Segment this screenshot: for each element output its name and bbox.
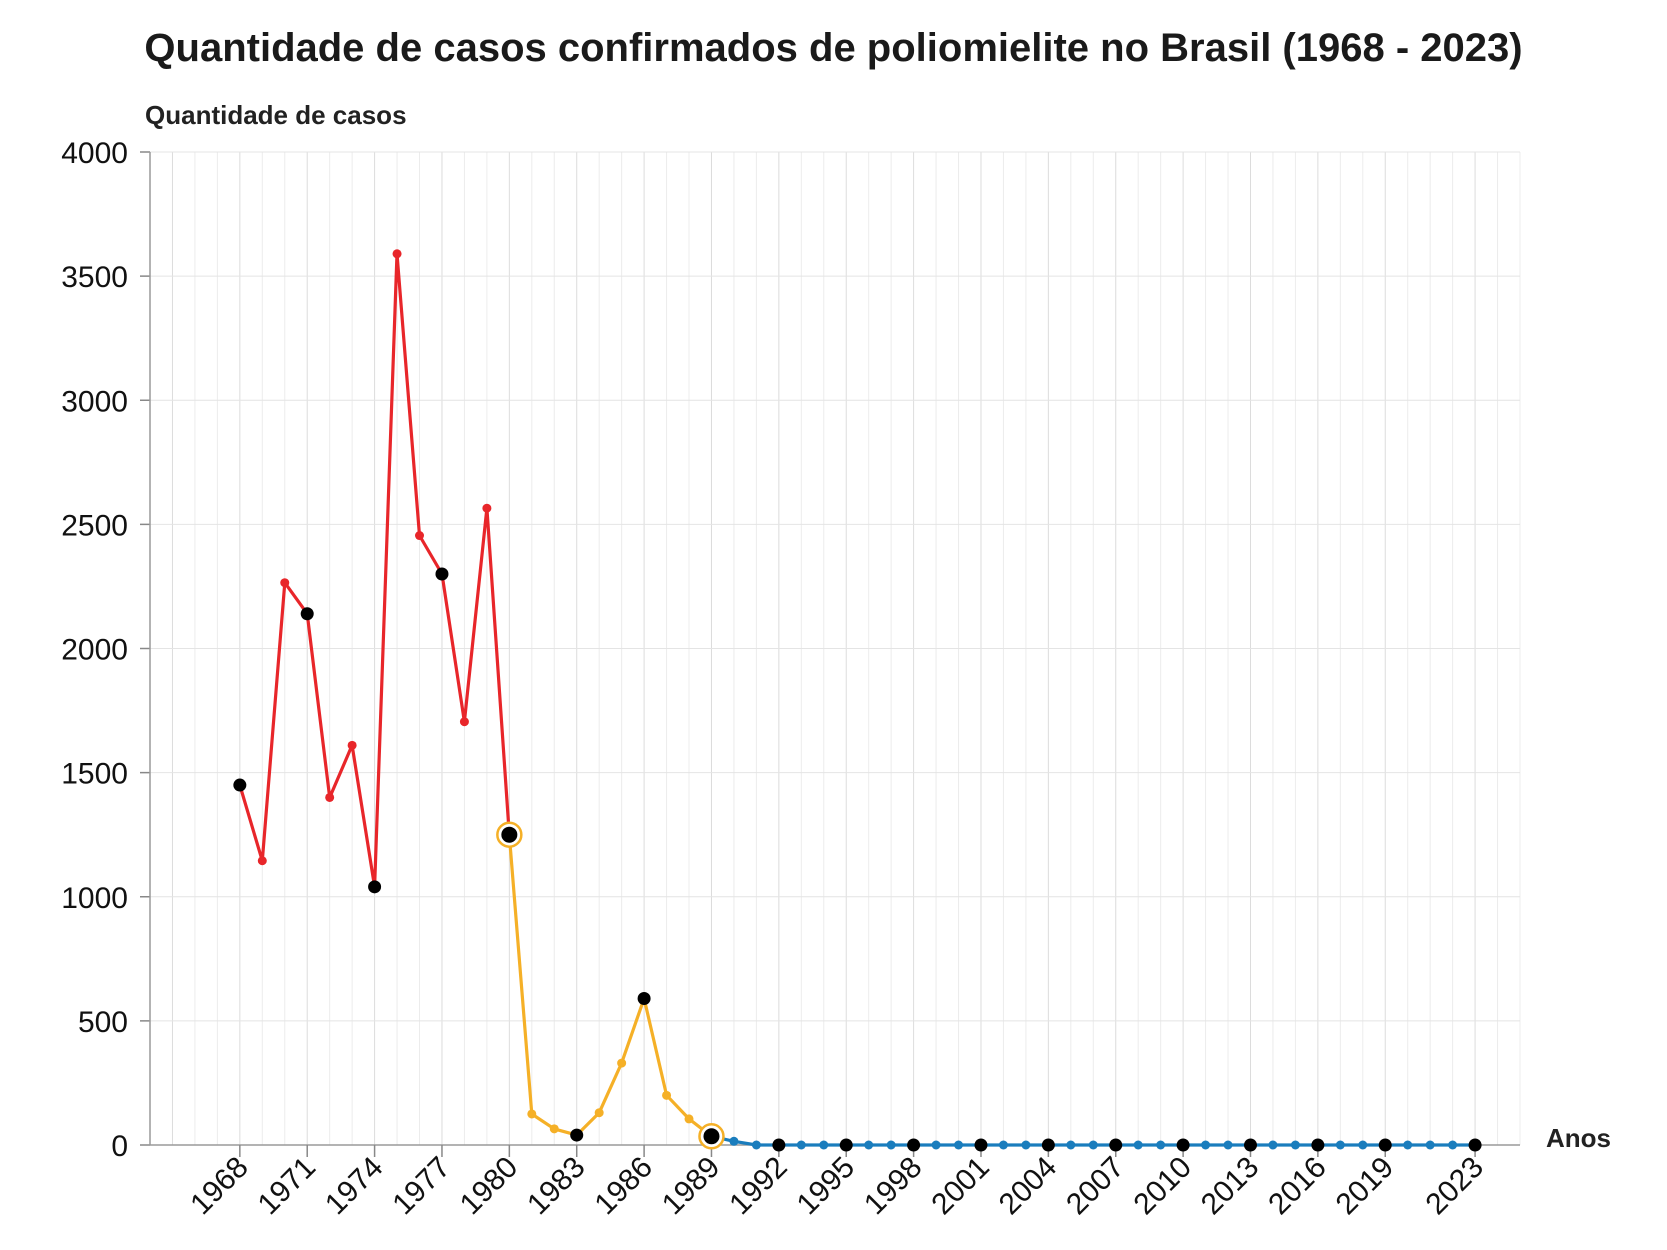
highlight-point [703,1128,720,1145]
highlight-point [435,567,449,581]
data-point [1358,1140,1368,1150]
y-tick-label: 0 [111,1130,128,1163]
x-tick-label: 2004 [993,1151,1064,1222]
data-point [998,1140,1008,1150]
y-tick-label: 500 [78,1006,128,1039]
highlight-point [368,880,382,894]
x-tick-label: 1971 [252,1151,323,1222]
highlight-point [1041,1138,1055,1152]
data-point [1223,1140,1233,1150]
axes: 0 500 1000 1500 2000 2500 3000 3500 4000 19681971… [61,137,1520,1221]
highlight-point [974,1138,988,1152]
highlight-point [1468,1138,1482,1152]
y-tick-label: 2000 [61,634,128,667]
y-tick-label: 3000 [61,385,128,418]
highlight-point [1243,1138,1257,1152]
highlight-point [839,1138,853,1152]
data-point [1021,1140,1031,1150]
highlight-point [300,607,314,621]
data-point [257,856,267,866]
highlight-point [1176,1138,1190,1152]
x-tick-label: 2019 [1330,1151,1401,1222]
data-point [549,1124,559,1134]
data-point [751,1140,761,1150]
x-tick-label: 2016 [1262,1151,1333,1222]
highlight-point [233,778,247,792]
data-point [1335,1140,1345,1150]
data-point [527,1109,537,1119]
data-point [729,1136,739,1146]
data-point [415,531,425,541]
x-tick-label: 1977 [386,1151,457,1222]
chart-title: Quantidade de casos confirmados de polio… [144,26,1523,70]
data-point [954,1140,964,1150]
data-point [1268,1140,1278,1150]
data-point [1156,1140,1166,1150]
highlight-point [772,1138,786,1152]
x-tick-label: 2013 [1195,1151,1266,1222]
data-point [459,717,469,727]
data-point [886,1140,896,1150]
data-point [1133,1140,1143,1150]
series-lines [238,252,1476,1147]
x-tick-label: 1998 [858,1151,929,1222]
y-tick-label: 1500 [61,758,128,791]
data-point [325,792,335,802]
highlight-point [1109,1138,1123,1152]
x-tick-label: 1983 [521,1151,592,1222]
grid [149,151,1521,1146]
highlight-point [907,1138,921,1152]
highlight-point [501,826,518,843]
data-point [594,1108,604,1118]
data-point [482,503,492,513]
data-point [796,1140,806,1150]
data-point [662,1090,672,1100]
data-point [1201,1140,1211,1150]
y-tick-label: 3500 [61,261,128,294]
highlight-point [1311,1138,1325,1152]
data-point [684,1114,694,1124]
highlight-point [637,992,651,1006]
x-tick-label: 1980 [454,1151,525,1222]
data-point [392,249,402,259]
x-tick-label: 2001 [925,1151,996,1222]
data-point [819,1140,829,1150]
labels: Quantidade de casos Anos [145,100,1611,1153]
data-point [617,1058,627,1068]
x-tick-label: 1995 [791,1151,862,1222]
data-point [1066,1140,1076,1150]
y-tick-label: 2500 [61,509,128,542]
data-points [233,249,1482,1152]
data-point [1290,1140,1300,1150]
x-tick-label: 2023 [1419,1151,1490,1222]
series-line [507,834,713,1138]
data-point [1403,1140,1413,1150]
x-tick-label: 1986 [589,1151,660,1222]
highlight-point [1378,1138,1392,1152]
data-point [1088,1140,1098,1150]
data-point [1448,1140,1458,1150]
x-tick-label: 1992 [723,1151,794,1222]
y-tick-label: 1000 [61,882,128,915]
highlight-point [570,1128,584,1142]
data-point [347,740,357,750]
x-tick-label: 1974 [319,1151,390,1222]
data-point [931,1140,941,1150]
data-point [280,578,290,588]
x-tick-label: 1989 [656,1151,727,1222]
x-tick-label: 1968 [184,1151,255,1222]
data-point [864,1140,874,1150]
data-point [1425,1140,1435,1150]
x-tick-label: 2010 [1128,1151,1199,1222]
x-tick-label: 2007 [1060,1151,1131,1222]
x-axis-title: Anos [1546,1123,1611,1153]
y-axis-title: Quantidade de casos [145,100,407,130]
y-tick-label: 4000 [61,137,128,170]
